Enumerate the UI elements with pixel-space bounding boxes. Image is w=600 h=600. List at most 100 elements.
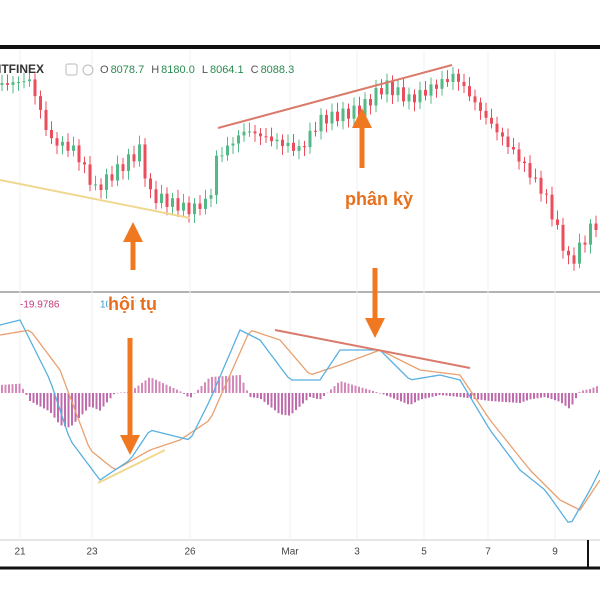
candle-body <box>33 79 37 97</box>
histogram-bar <box>151 378 154 393</box>
histogram-bar <box>533 393 535 399</box>
histogram-bar <box>491 393 493 402</box>
candle-body <box>110 174 114 181</box>
candle-body <box>561 224 565 251</box>
histogram-bar <box>43 393 45 409</box>
histogram-bar <box>330 389 332 393</box>
histogram-bar <box>477 393 479 400</box>
candle-body <box>578 242 581 264</box>
histogram-bar <box>561 393 563 404</box>
histogram-bar <box>305 393 308 401</box>
ohlc: O 8078.7 H 8180.0 L 8064.1 C 8088.3 <box>100 64 294 76</box>
histogram-bar <box>358 386 360 393</box>
histogram-bar <box>540 393 542 398</box>
candle-body <box>44 109 48 130</box>
histogram-bar <box>480 393 483 400</box>
histogram-bar <box>470 393 472 399</box>
histogram-bar <box>25 393 28 395</box>
candle-body <box>352 105 356 119</box>
histogram-bar <box>193 393 196 394</box>
candle-body <box>55 138 59 146</box>
candle-body <box>176 198 180 211</box>
candle-body <box>242 131 246 136</box>
candle-body <box>237 135 240 144</box>
histogram-bar <box>120 392 122 394</box>
candle-body <box>336 111 339 122</box>
histogram-bar <box>421 393 423 400</box>
histogram-bar <box>312 393 315 398</box>
histogram-bar <box>501 393 504 402</box>
candle-body <box>308 130 312 148</box>
histogram-bar <box>351 384 353 393</box>
candle-body <box>391 80 394 96</box>
histogram-bar <box>11 384 14 393</box>
histogram-bar <box>270 393 273 408</box>
histogram-bar <box>529 393 532 400</box>
histogram-bar <box>88 393 91 407</box>
candle-body <box>171 198 174 207</box>
histogram-bar <box>526 393 528 401</box>
histogram-bar <box>596 386 598 393</box>
macd-line <box>0 319 600 523</box>
histogram-bar <box>256 393 259 398</box>
histogram-bar <box>134 388 136 393</box>
histogram-bar <box>200 386 203 393</box>
histogram-bar <box>456 393 458 397</box>
candle-body <box>270 136 273 142</box>
histogram-bar <box>403 393 406 403</box>
candle-body <box>259 133 262 137</box>
histogram-bar <box>435 393 437 396</box>
candle-body <box>567 250 570 256</box>
candle-body <box>501 132 504 137</box>
histogram-bar <box>190 393 192 398</box>
histogram-bar <box>519 393 521 403</box>
candle-body <box>440 79 444 89</box>
candle-body <box>462 81 466 87</box>
histogram-bar <box>1 384 3 393</box>
macd-value: -19.9786 <box>20 300 60 311</box>
histogram-bar <box>102 393 105 407</box>
histogram-bar <box>18 383 21 393</box>
candle-body <box>182 202 185 211</box>
histogram-bar <box>288 393 290 416</box>
candle-body <box>50 129 53 139</box>
histogram-bar <box>74 393 77 422</box>
histogram-bar <box>463 393 465 398</box>
macd <box>0 319 600 523</box>
histogram-bar <box>396 393 399 400</box>
candle-body <box>88 164 92 185</box>
ohlc-label: L <box>202 64 208 76</box>
histogram-bar <box>365 388 367 393</box>
candle-body <box>319 114 323 132</box>
histogram-bar <box>32 393 35 403</box>
candle-body <box>539 177 543 194</box>
ohlc-value: 8064.1 <box>210 64 244 76</box>
histogram-bar <box>92 393 94 408</box>
x-tick-label: 7 <box>485 547 491 558</box>
icon <box>82 64 94 76</box>
histogram-bar <box>57 393 59 423</box>
candle-body <box>374 88 378 106</box>
histogram-bar <box>50 393 52 413</box>
histogram-bar <box>354 385 357 393</box>
candle-body <box>435 84 438 89</box>
candle-body <box>275 139 279 142</box>
histogram-bar <box>281 393 283 415</box>
histogram-bar <box>536 393 539 399</box>
candle-body <box>231 143 235 146</box>
histogram-bar <box>375 391 378 393</box>
histogram-bar <box>295 393 297 411</box>
histogram-bar <box>309 393 311 397</box>
candle-body <box>39 96 42 110</box>
x-tick-label: 3 <box>354 547 360 558</box>
signal-line <box>0 329 600 511</box>
candle-body <box>385 80 389 95</box>
candle-body <box>77 145 81 163</box>
histogram-bar <box>113 393 115 395</box>
histogram-bar <box>333 386 336 393</box>
histogram-bar <box>274 393 276 411</box>
x-tick-label: 21 <box>14 547 26 558</box>
histogram-bar <box>564 393 567 406</box>
